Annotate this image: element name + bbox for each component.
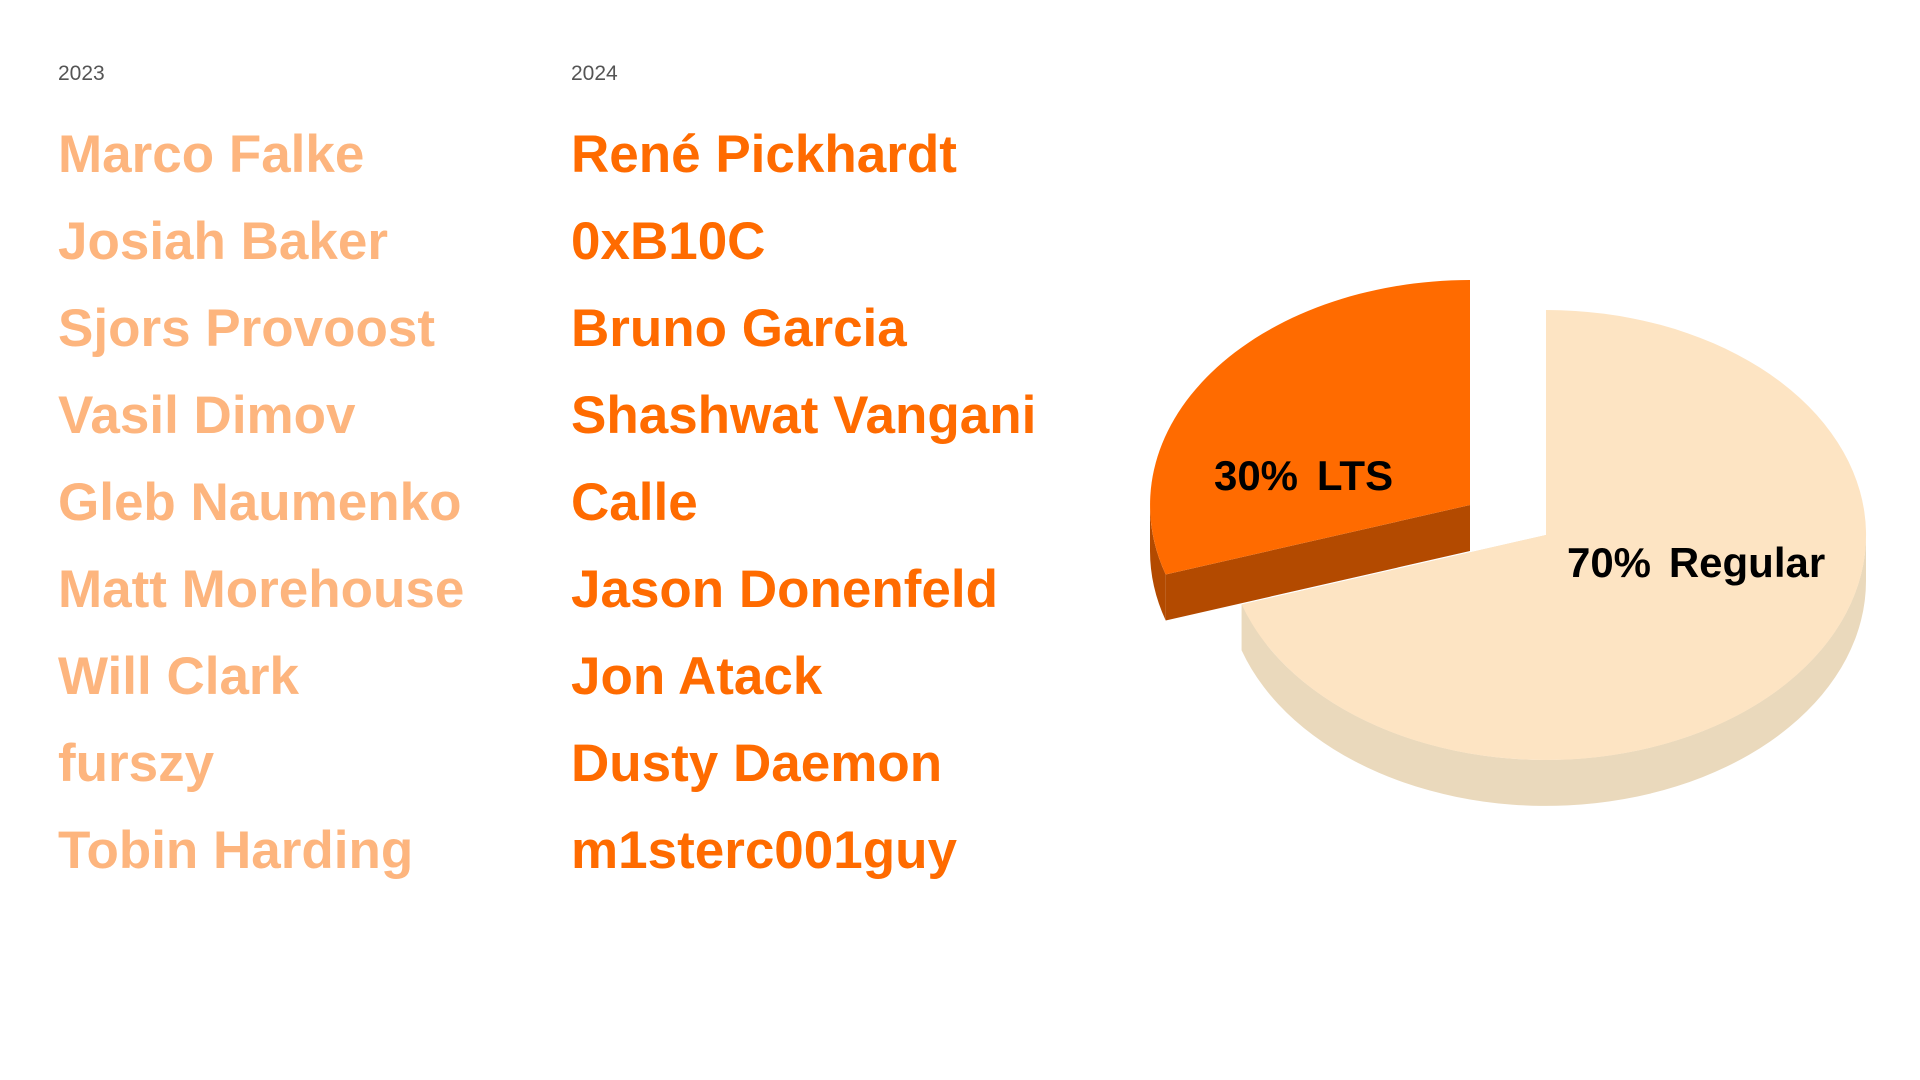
- name: 0xB10C: [571, 212, 765, 271]
- name: Tobin Harding: [58, 821, 413, 880]
- slice-side: [1241, 535, 1866, 806]
- slice-side: [1150, 505, 1166, 621]
- column-header: 2024: [571, 62, 618, 85]
- name: Sjors Provoost: [58, 299, 435, 358]
- name: Jason Donenfeld: [571, 560, 998, 619]
- slice-category-label: Regular: [1669, 539, 1825, 586]
- column-header: 2023: [58, 62, 105, 85]
- slice-cut-face: [1165, 505, 1470, 621]
- name: Will Clark: [58, 647, 300, 706]
- name: Gleb Naumenko: [58, 473, 461, 532]
- name: Matt Morehouse: [58, 560, 464, 619]
- name: m1sterc001guy: [571, 821, 957, 880]
- name: Calle: [571, 473, 698, 532]
- slice-value-label: 70%: [1567, 539, 1651, 586]
- slice-category-label: LTS: [1317, 452, 1393, 499]
- pie-slice: [1150, 280, 1470, 575]
- name: Jon Atack: [571, 647, 823, 706]
- name: Marco Falke: [58, 125, 364, 184]
- slice-value-label: 30%: [1214, 452, 1298, 499]
- name: Bruno Garcia: [571, 299, 907, 358]
- name: Vasil Dimov: [58, 386, 356, 445]
- name: René Pickhardt: [571, 125, 957, 184]
- name: Dusty Daemon: [571, 734, 942, 793]
- name: Josiah Baker: [58, 212, 388, 271]
- pie-slice: [1241, 310, 1867, 760]
- name: furszy: [58, 734, 215, 793]
- name: Shashwat Vangani: [571, 386, 1036, 445]
